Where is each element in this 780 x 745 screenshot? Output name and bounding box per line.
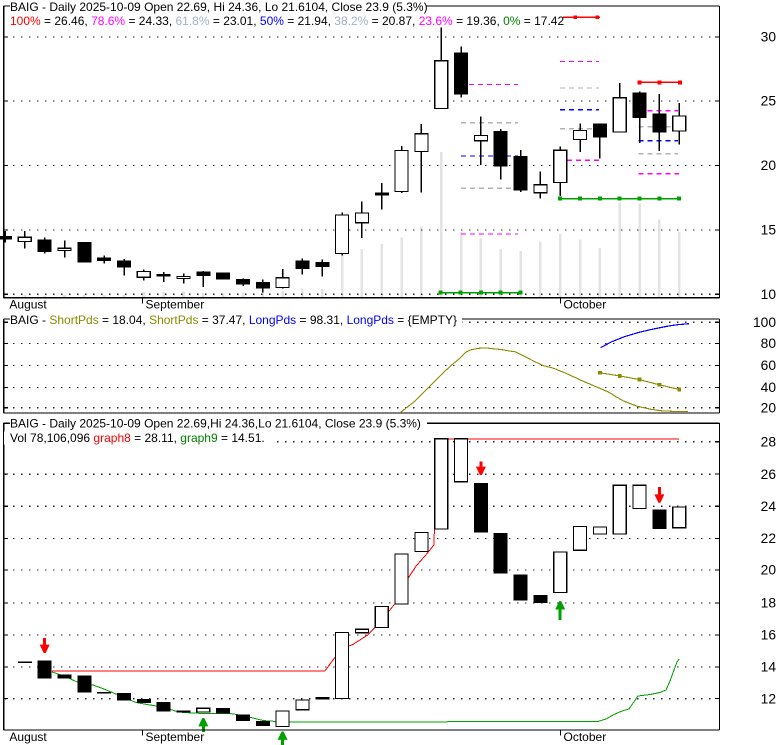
svg-text:BAIG - Daily 2025-10-09 Open 2: BAIG - Daily 2025-10-09 Open 22.69,Hi 24…: [10, 417, 421, 431]
svg-text:26: 26: [761, 467, 777, 482]
svg-text:12: 12: [761, 691, 776, 706]
svg-text:10: 10: [761, 287, 777, 302]
svg-text:August: August: [9, 730, 47, 744]
svg-text:20: 20: [761, 158, 777, 173]
svg-text:18: 18: [761, 596, 777, 611]
svg-text:14: 14: [761, 660, 777, 675]
svg-text:August: August: [9, 298, 47, 312]
svg-text:40: 40: [761, 380, 777, 395]
svg-text:60: 60: [761, 358, 777, 373]
svg-text:September: September: [146, 730, 205, 744]
svg-text:15: 15: [761, 223, 777, 238]
svg-text:September: September: [146, 298, 205, 312]
svg-text:28: 28: [761, 434, 777, 449]
svg-text:BAIG - ShortPds = 18.04, Short: BAIG - ShortPds = 18.04, ShortPds = 37.4…: [10, 313, 457, 327]
svg-text:25: 25: [761, 94, 777, 109]
svg-text:16: 16: [761, 628, 777, 643]
svg-text:24: 24: [761, 499, 777, 514]
svg-text:Vol 78,106,096 graph8 = 28.11,: Vol 78,106,096 graph8 = 28.11, graph9 = …: [10, 431, 265, 445]
svg-text:100: 100: [753, 315, 776, 330]
svg-text:20: 20: [761, 563, 777, 578]
svg-text:22: 22: [761, 531, 776, 546]
svg-text:100% = 26.46, 78.6% = 24.33, 6: 100% = 26.46, 78.6% = 24.33, 61.8% = 23.…: [10, 14, 564, 28]
svg-text:80: 80: [761, 336, 777, 351]
svg-text:BAIG - Daily 2025-10-09 Open 2: BAIG - Daily 2025-10-09 Open 22.69, Hi 2…: [10, 0, 428, 14]
svg-text:20: 20: [761, 401, 777, 416]
svg-text:October: October: [564, 730, 607, 744]
svg-text:30: 30: [761, 30, 777, 45]
svg-text:October: October: [564, 298, 607, 312]
